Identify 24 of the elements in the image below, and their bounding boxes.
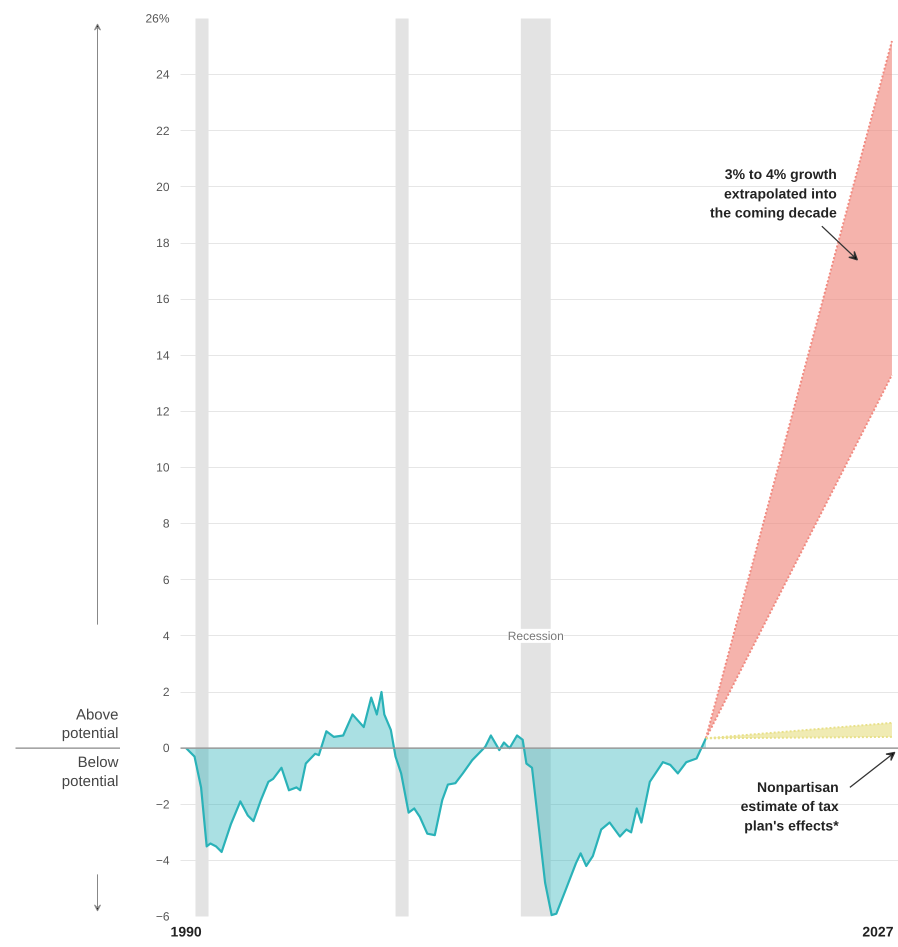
x-tick-label: 2027 [862, 924, 894, 940]
y-tick-label: 22 [156, 124, 170, 138]
text: Below potential [62, 754, 119, 790]
y-tick-label: 6 [162, 572, 170, 587]
y-tick-label: −4 [156, 853, 170, 868]
y-tick-label: 12 [156, 404, 170, 418]
y-tick-label: 10 [156, 460, 170, 474]
y-tick-label: 14 [156, 348, 170, 362]
y-tick-label: 24 [156, 68, 170, 82]
y-tick-label: 20 [156, 180, 170, 194]
text: Above potential [62, 706, 119, 742]
y-tick-label: 8 [162, 516, 170, 531]
y-tick-label: 0 [162, 741, 170, 756]
y-tick-label: −2 [156, 797, 170, 812]
y-tick-label: 4 [162, 628, 170, 643]
y-tick-label: 16 [156, 292, 170, 306]
y-tick-label: 18 [156, 236, 170, 250]
y-tick-label: 26% [145, 12, 170, 26]
y-tick-label: 2 [162, 685, 170, 699]
x-tick-label: 1990 [170, 924, 202, 940]
annotation: Nonpartisan estimate of tax plan's effects* [740, 778, 840, 834]
y-tick-label: −6 [156, 910, 170, 924]
annotation: 3% to 4% growth extrapolated into the coming decade [710, 166, 838, 221]
band-label: Recession [508, 628, 564, 643]
